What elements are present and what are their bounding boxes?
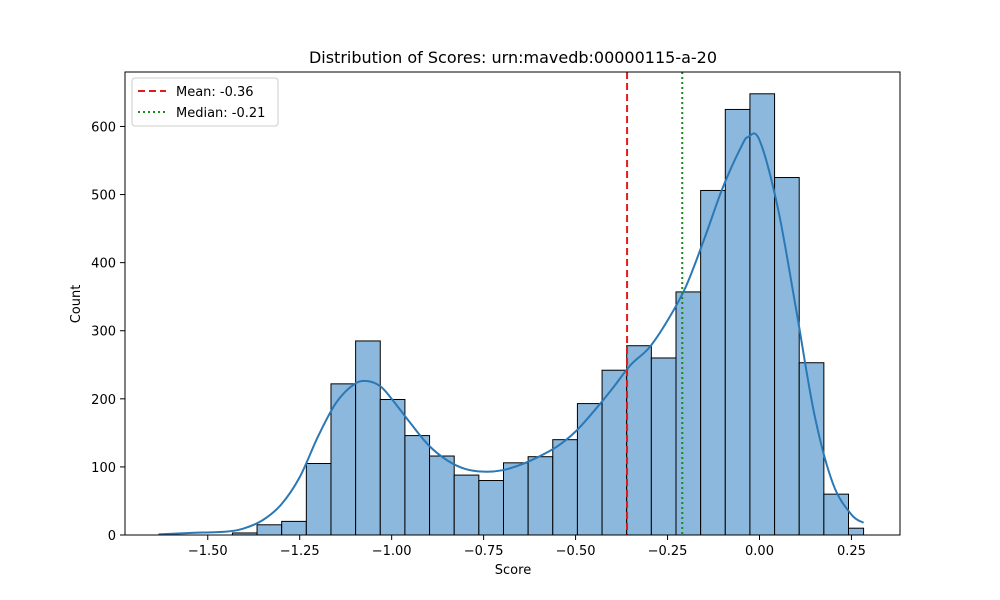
histogram-bar (281, 520, 307, 536)
histogram-bar (774, 177, 800, 536)
y-tick-label: 300 (91, 325, 116, 340)
x-tick-label: −1.50 (188, 544, 228, 559)
histogram-bar (798, 362, 825, 536)
histogram-bar (355, 340, 381, 536)
histogram-bar (675, 291, 702, 536)
histogram-bar (379, 399, 406, 536)
axes-frame (124, 71, 901, 536)
histogram-bar (429, 455, 455, 536)
y-tick-label: 600 (91, 120, 116, 135)
histogram-bar (305, 463, 332, 536)
x-tick-label: 0.00 (745, 544, 774, 559)
histogram-bar (502, 462, 529, 536)
x-tick-label: −0.50 (556, 544, 596, 559)
y-tick-label: 100 (91, 461, 116, 476)
x-axis: −1.50 −1.25 −1.00 −0.75 −0.50 −0.25 0.00 0.25 (188, 535, 866, 559)
histogram-bar (552, 439, 578, 536)
histogram-bar (478, 480, 504, 536)
y-tick-label: 400 (91, 257, 116, 272)
y-axis-label: Count (69, 285, 84, 324)
histogram-bar (848, 527, 865, 536)
histogram-bar (601, 369, 628, 536)
x-tick-label: −0.75 (464, 544, 504, 559)
histogram-bar (650, 357, 677, 536)
histogram-bar (626, 345, 652, 536)
legend-median-label: Median: -0.21 (176, 106, 265, 121)
histogram-bars (231, 93, 865, 536)
x-tick-label: −0.25 (648, 544, 688, 559)
y-tick-label: 500 (91, 189, 116, 204)
legend-box (131, 77, 279, 127)
histogram-bar (749, 93, 776, 536)
histogram-bar (453, 474, 480, 536)
plot-area (124, 71, 901, 536)
x-tick-label: −1.00 (372, 544, 412, 559)
histogram-bar (256, 524, 283, 536)
chart-title: Distribution of Scores: urn:mavedb:00000… (309, 48, 717, 67)
histogram-bar (404, 435, 431, 536)
y-tick-label: 0 (108, 529, 116, 544)
histogram-bar (700, 189, 726, 536)
histogram-bar (576, 403, 603, 536)
y-tick-label: 200 (91, 393, 116, 408)
y-axis: 0 100 200 300 400 500 600 (91, 120, 125, 544)
legend-mean-label: Mean: -0.36 (176, 85, 254, 100)
kde-curve (158, 132, 865, 536)
histogram-bar (527, 456, 554, 536)
legend: Mean: -0.36 Median: -0.21 (131, 77, 279, 127)
x-axis-label: Score (495, 563, 531, 578)
histogram-bar (823, 493, 850, 536)
x-tick-label: 0.25 (837, 544, 866, 559)
x-tick-label: −1.25 (280, 544, 320, 559)
